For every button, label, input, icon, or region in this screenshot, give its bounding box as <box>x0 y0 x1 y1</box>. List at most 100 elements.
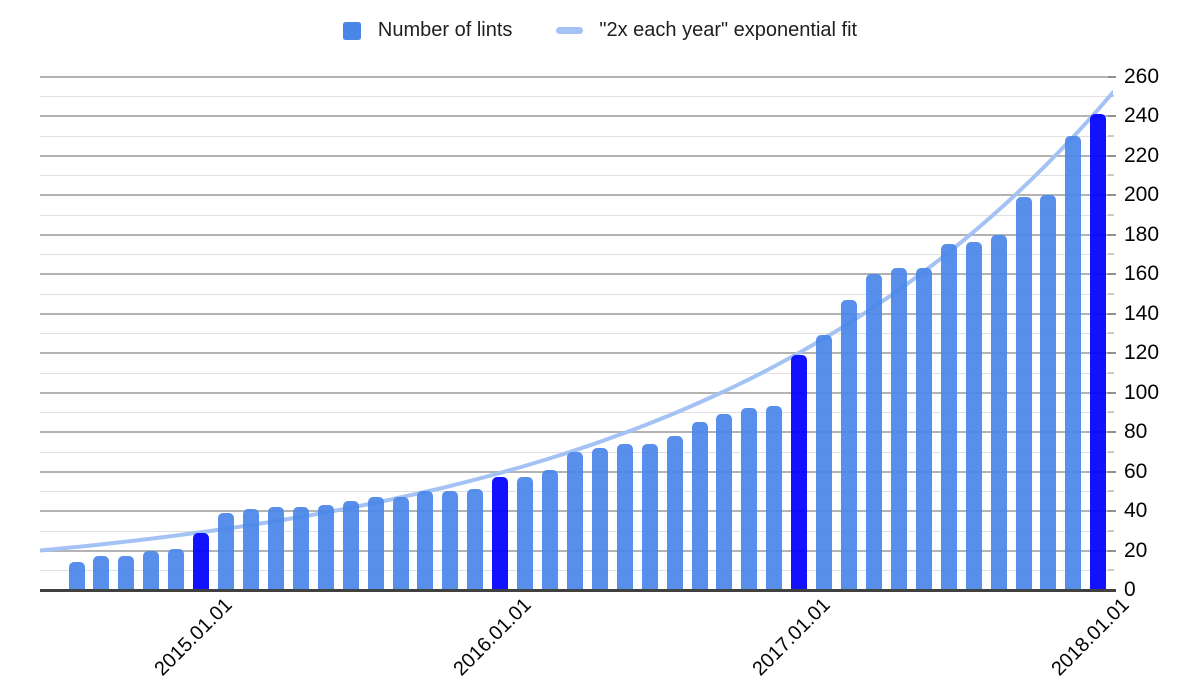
minor-tick <box>1108 450 1114 453</box>
x-axis-label: 2017.01.01 <box>748 594 835 681</box>
bar <box>716 414 733 590</box>
minor-gridline <box>40 372 1108 374</box>
minor-tick <box>1108 174 1114 177</box>
major-gridline <box>40 431 1108 433</box>
major-tick <box>1108 391 1116 394</box>
bar <box>417 491 434 591</box>
y-axis-label: 80 <box>1124 420 1148 443</box>
minor-gridline <box>40 214 1108 216</box>
major-tick <box>1108 470 1116 473</box>
plot-area: 0 20 40 60 80 100 120 140 160 180 200 220 240 260 2015… <box>40 65 1160 680</box>
bar <box>666 435 683 590</box>
major-tick <box>1108 115 1116 117</box>
bar-series-swatch-icon <box>342 21 361 40</box>
bar <box>542 469 558 590</box>
bar <box>442 491 459 591</box>
minor-tick <box>1108 134 1114 137</box>
y-axis-label: 240 <box>1124 104 1160 127</box>
major-tick <box>1108 154 1116 157</box>
minor-tick <box>1108 371 1114 374</box>
major-gridline <box>40 312 1108 315</box>
x-axis-line <box>40 589 1116 592</box>
bar <box>990 234 1007 590</box>
y-axis-label: 180 <box>1124 222 1160 246</box>
bar <box>766 406 783 590</box>
major-gridline <box>40 154 1108 157</box>
bar <box>168 548 185 590</box>
chart-legend: Number of lints "2x each year" exponenti… <box>0 19 1200 42</box>
bar <box>940 244 957 590</box>
bar <box>68 562 85 590</box>
bar-highlighted <box>492 477 509 590</box>
bar <box>218 513 234 590</box>
major-tick <box>1108 194 1116 196</box>
y-axis-label: 140 <box>1124 301 1160 325</box>
minor-gridline <box>40 175 1108 177</box>
major-tick <box>1108 549 1116 552</box>
minor-gridline <box>40 412 1108 414</box>
bar <box>591 447 608 590</box>
y-axis-label: 120 <box>1124 341 1160 364</box>
chart-page: { "legend": { "bars_label": "Number of l… <box>0 19 1200 681</box>
minor-tick <box>1108 569 1114 572</box>
bar <box>865 274 882 590</box>
minor-tick <box>1108 213 1114 216</box>
bar-highlighted <box>791 355 808 590</box>
major-gridline <box>40 75 1108 78</box>
major-tick <box>1108 75 1116 78</box>
bar-highlighted <box>193 532 210 590</box>
y-axis-label: 40 <box>1124 499 1148 522</box>
minor-gridline <box>40 293 1108 295</box>
major-tick <box>1108 510 1116 512</box>
y-axis-label: 160 <box>1124 262 1160 285</box>
bar <box>517 477 534 590</box>
bar <box>616 443 633 590</box>
x-axis-label: 2018.01.01 <box>1047 594 1134 681</box>
major-gridline <box>40 233 1108 236</box>
major-gridline <box>40 115 1108 117</box>
major-tick <box>1108 431 1116 433</box>
y-axis-label: 20 <box>1124 538 1148 562</box>
y-axis-label: 220 <box>1124 143 1160 167</box>
y-axis-label: 60 <box>1124 459 1148 483</box>
bar <box>467 489 484 590</box>
bar <box>816 335 833 590</box>
y-axis-label: 0 <box>1124 578 1136 601</box>
minor-gridline <box>40 135 1108 137</box>
bar <box>118 556 135 590</box>
major-tick <box>1108 312 1116 315</box>
bar <box>93 556 110 590</box>
bar <box>317 505 334 590</box>
major-tick <box>1108 352 1116 354</box>
minor-tick <box>1108 253 1114 256</box>
bar <box>566 451 583 591</box>
minor-tick <box>1108 292 1114 295</box>
bar <box>691 422 708 590</box>
bar <box>143 550 160 590</box>
x-axis-label: 2015.01.01 <box>150 594 237 681</box>
legend-item-exponential-fit: "2x each year" exponential fit <box>556 19 857 42</box>
minor-tick <box>1108 332 1114 335</box>
legend-item-number-of-lints: Number of lints <box>342 19 512 42</box>
bar <box>367 497 384 590</box>
bar <box>641 443 658 590</box>
bar <box>292 507 309 590</box>
y-axis-label: 200 <box>1124 183 1160 206</box>
minor-gridline <box>40 96 1108 98</box>
major-gridline <box>40 194 1108 196</box>
bar <box>915 268 932 590</box>
bar <box>342 501 359 590</box>
major-tick <box>1108 233 1116 236</box>
bar <box>841 299 857 590</box>
x-axis-label: 2016.01.01 <box>449 594 536 681</box>
minor-tick <box>1108 411 1114 414</box>
bar <box>890 268 907 590</box>
bar-highlighted <box>1090 114 1107 590</box>
bar <box>392 497 409 590</box>
major-gridline <box>40 391 1108 394</box>
bar <box>1015 197 1032 590</box>
legend-label-exponential-fit: "2x each year" exponential fit <box>599 19 858 41</box>
minor-gridline <box>40 254 1108 256</box>
major-gridline <box>40 352 1108 354</box>
y-axis-label: 100 <box>1124 380 1160 404</box>
